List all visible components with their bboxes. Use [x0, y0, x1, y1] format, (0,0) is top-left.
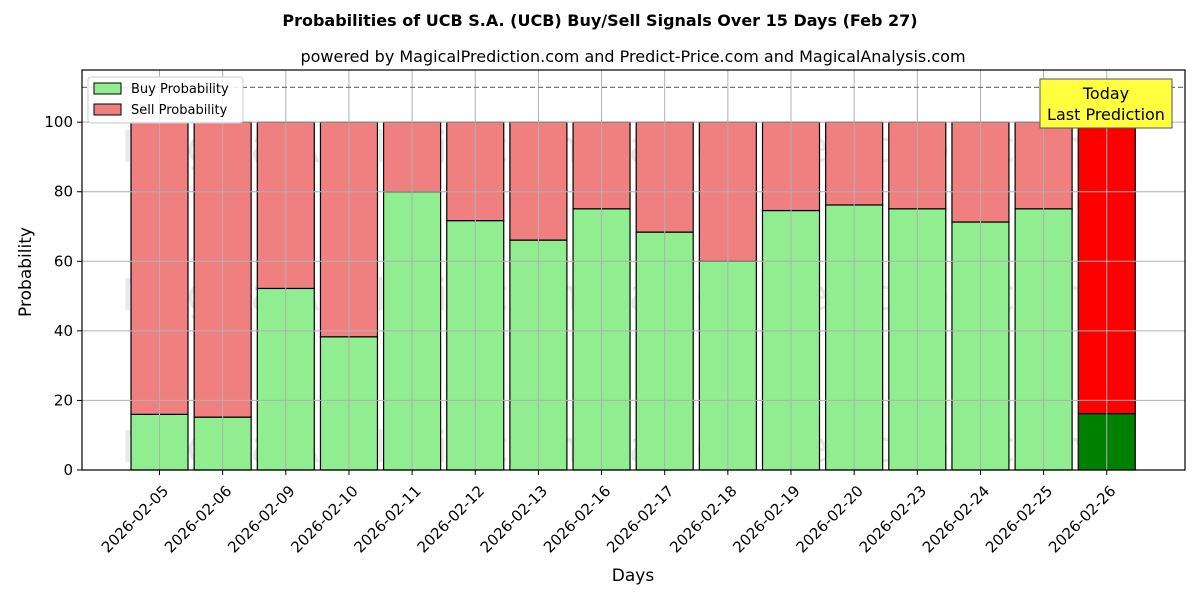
x-tick-label: 2026-02-13 [477, 482, 551, 556]
annotation-text: Last Prediction [1047, 105, 1165, 124]
x-tick-label: 2026-02-17 [603, 482, 677, 556]
plot-frame [81, 69, 1186, 471]
annotation-text: Today [1082, 84, 1129, 103]
y-tick-label: 0 [63, 461, 73, 479]
y-tick-label: 60 [54, 252, 73, 270]
y-axis-label: Probability [16, 227, 36, 317]
y-tick-label: 40 [54, 322, 73, 340]
x-tick-label: 2026-02-20 [793, 482, 867, 556]
x-tick-label: 2026-02-19 [729, 482, 803, 556]
x-tick-label: 2026-02-26 [1045, 482, 1119, 556]
y-tick-label: 80 [54, 183, 73, 201]
plot-area: MagicalAnalysis.comMagicalPrediction.com… [44, 69, 1186, 556]
legend-label-sell: Sell Probability [131, 103, 228, 118]
x-tick-label: 2026-02-11 [350, 482, 424, 556]
x-tick-label: 2026-02-09 [224, 482, 298, 556]
x-tick-label: 2026-02-23 [856, 482, 930, 556]
legend-swatch-buy [93, 82, 122, 95]
x-tick-label: 2026-02-16 [540, 482, 614, 556]
y-tick-label: 20 [54, 391, 73, 409]
chart-title: Probabilities of UCB S.A. (UCB) Buy/Sell… [282, 11, 917, 30]
x-tick-label: 2026-02-18 [666, 482, 740, 556]
chart-subtitle: powered by MagicalPrediction.com and Pre… [300, 47, 965, 66]
x-tick-label: 2026-02-10 [287, 482, 361, 556]
x-tick-label: 2026-02-06 [161, 482, 235, 556]
x-tick-label: 2026-02-12 [414, 482, 488, 556]
x-tick-label: 2026-02-25 [982, 482, 1056, 556]
x-tick-label: 2026-02-05 [98, 482, 172, 556]
y-tick-label: 100 [44, 113, 73, 131]
legend-swatch-sell [93, 103, 122, 116]
annotation-box [1039, 78, 1173, 129]
x-tick-label: 2026-02-24 [919, 482, 993, 556]
legend-label-buy: Buy Probability [131, 82, 229, 97]
legend-box [87, 76, 244, 124]
x-axis-label: Days [612, 566, 655, 586]
